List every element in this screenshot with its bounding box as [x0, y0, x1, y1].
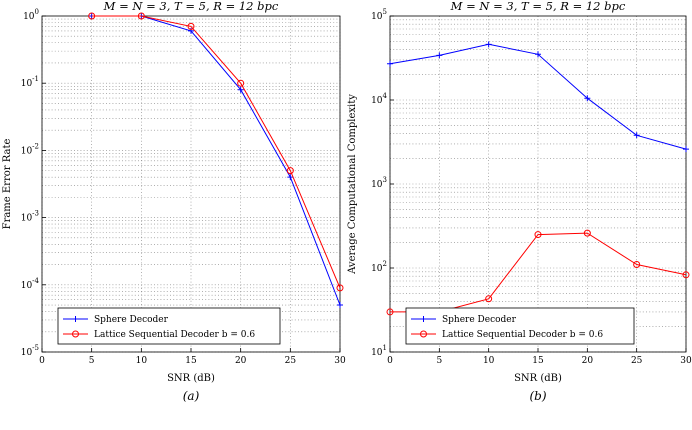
data-point [287, 174, 294, 181]
data-point [386, 308, 394, 316]
data-point [286, 167, 294, 175]
legend-label: Sphere Decoder [94, 315, 169, 325]
y-tick-label: 10-5 [21, 344, 39, 358]
x-tick-label: 25 [285, 356, 297, 366]
legend-label: Lattice Sequential Decoder b = 0.6 [442, 330, 603, 340]
legend-marker [72, 330, 79, 338]
x-tick-label: 10 [136, 356, 148, 366]
chart-title: M = N = 3, T = 5, R = 12 bpc [450, 0, 626, 13]
y-axis-label: Average Computational Complexity [347, 94, 358, 275]
x-tick-label: 25 [631, 356, 643, 366]
x-tick-label: 30 [334, 356, 346, 366]
data-point [633, 132, 640, 139]
data-point [436, 52, 443, 59]
x-tick-label: 15 [532, 356, 544, 366]
data-point [336, 284, 344, 292]
x-axis-label: SNR (dB) [167, 373, 215, 384]
y-axis-label: Frame Error Rate [2, 139, 13, 230]
legend-marker [72, 316, 79, 322]
data-point [337, 302, 343, 309]
y-tick-label: 101 [371, 344, 387, 358]
y-tick-label: 102 [371, 260, 387, 274]
x-tick-label: 0 [387, 356, 393, 366]
x-tick-label: 0 [39, 356, 45, 366]
legend-label: Lattice Sequential Decoder b = 0.6 [94, 330, 255, 340]
figure-caption: (a) [183, 389, 200, 403]
data-point [683, 146, 689, 153]
x-tick-label: 5 [89, 356, 95, 366]
legend: Sphere Decoder Lattice Sequential Decoder… [57, 307, 281, 345]
data-point [485, 295, 493, 303]
legend-box [57, 307, 281, 345]
x-tick-label: 20 [582, 356, 594, 366]
data-point [485, 41, 492, 48]
data-point [583, 229, 591, 237]
data-point [534, 231, 542, 239]
data-point [387, 60, 393, 67]
chart-title: M = N = 3, T = 5, R = 12 bpc [103, 0, 279, 13]
y-tick-label: 104 [371, 92, 387, 106]
y-tick-label: 103 [371, 176, 387, 190]
series-sphere-decoder [387, 41, 689, 153]
series-lattice-decoder [88, 12, 344, 292]
data-point [584, 95, 591, 102]
y-tick-label: 10-2 [21, 142, 39, 156]
series-line [91, 15, 341, 289]
figure-caption: (b) [529, 389, 546, 403]
legend: Sphere Decoder Lattice Sequential Decoder… [405, 307, 635, 345]
y-tick-label: 10-4 [21, 277, 40, 291]
data-point [237, 79, 245, 87]
data-point [187, 22, 195, 30]
data-point [137, 12, 145, 20]
grid-lines [389, 16, 687, 353]
data-point [633, 261, 641, 269]
data-point [682, 271, 690, 279]
y-tick-label: 105 [371, 8, 387, 22]
x-tick-label: 10 [483, 356, 495, 366]
legend-box [405, 307, 635, 345]
data-point [188, 27, 194, 34]
data-point [88, 12, 96, 20]
series-line [91, 15, 341, 306]
data-point [237, 86, 244, 93]
legend-marker [420, 316, 427, 322]
data-point [535, 51, 541, 58]
y-tick-label: 10-3 [21, 210, 39, 224]
chart-a: 0 5 10 15 20 25 30 10-5 10-4 10-3 10-2 10-1 100 M = N… [2, 0, 346, 403]
y-tick-label: 100 [23, 8, 39, 22]
chart-b: 0 5 10 15 20 25 30 101 102 103 104 105 M = N = 3, T … [347, 0, 692, 403]
legend-label: Sphere Decoder [442, 315, 517, 325]
x-tick-label: 30 [680, 356, 692, 366]
y-tick-label: 10-1 [21, 75, 39, 89]
x-axis-label: SNR (dB) [514, 373, 562, 384]
x-tick-label: 5 [436, 356, 442, 366]
x-tick-label: 15 [185, 356, 197, 366]
grid-lines [41, 16, 341, 353]
x-tick-label: 20 [235, 356, 247, 366]
legend-marker [420, 330, 427, 338]
